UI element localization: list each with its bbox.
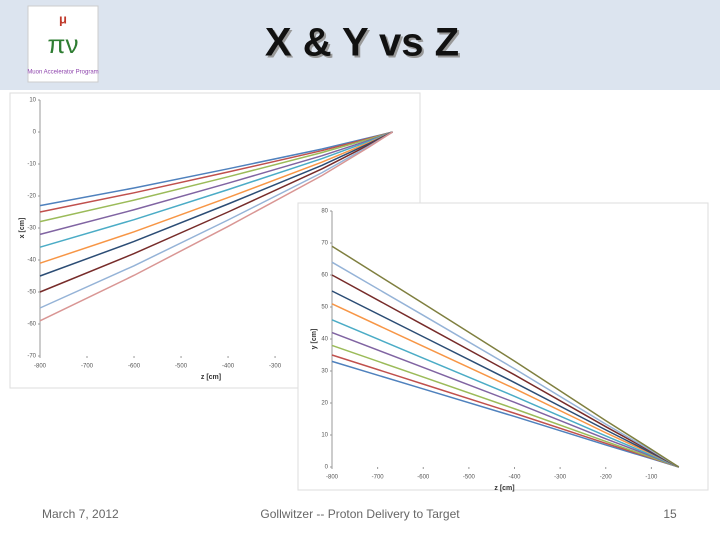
header-band	[0, 0, 720, 90]
series-line	[331, 319, 680, 468]
series-line	[331, 344, 679, 468]
series-line	[39, 131, 393, 277]
x-tick-label: -300	[554, 475, 567, 481]
y-tick-label: 10	[321, 433, 328, 439]
x-tick-label: -400	[222, 364, 235, 370]
x-tick-label: -700	[372, 475, 385, 481]
y-tick-label: -70	[27, 354, 36, 360]
series-line	[331, 290, 680, 468]
y-tick-label: 10	[29, 98, 36, 104]
y-tick-label: 30	[321, 369, 328, 375]
y-tick-label: 80	[321, 209, 328, 215]
logo	[27, 5, 99, 83]
logo-text: Muon Accelerator Program	[27, 70, 98, 76]
x-tick-label: -600	[417, 475, 430, 481]
x-tick-label: -200	[600, 475, 613, 481]
series-line	[39, 131, 394, 322]
x-tick-label: -500	[175, 364, 188, 370]
title: X & Y vs Z	[265, 21, 459, 65]
logo-mu: μ	[59, 11, 67, 26]
y-axis-label: x [cm]	[19, 218, 26, 239]
y-tick-label: -50	[27, 290, 36, 296]
logo-pi: πν	[48, 29, 79, 59]
x-tick-label: -700	[81, 364, 94, 370]
y-tick-label: 0	[33, 130, 37, 136]
x-tick-label: -800	[326, 475, 339, 481]
title-shadow: X & Y vs Z	[267, 23, 461, 67]
x-tick-label: -600	[128, 364, 141, 370]
series-line	[331, 261, 680, 468]
y-tick-label: -30	[27, 226, 36, 232]
y-tick-label: 0	[325, 465, 329, 471]
x-axis-label: z [cm]	[494, 485, 514, 492]
x-tick-label: -100	[645, 475, 658, 481]
series-line	[39, 131, 393, 223]
footer-page: 15	[663, 507, 677, 521]
x-tick-label: -500	[463, 475, 476, 481]
y-tick-label: 40	[321, 337, 328, 343]
series-line	[39, 131, 393, 248]
y-tick-label: -60	[27, 322, 36, 328]
y-tick-label: -10	[27, 162, 36, 168]
y-axis-label: y [cm]	[311, 329, 318, 350]
y-tick-label: 20	[321, 401, 328, 407]
y-tick-label: -40	[27, 258, 36, 264]
footer-center: Gollwitzer -- Proton Delivery to Target	[260, 507, 460, 521]
x-tick-label: -300	[269, 364, 282, 370]
y-tick-label: -20	[27, 194, 36, 200]
y-tick-label: 50	[321, 305, 328, 311]
series-line	[39, 131, 393, 293]
footer-date: March 7, 2012	[42, 507, 119, 521]
y-tick-label: 70	[321, 241, 328, 247]
y-tick-label: 60	[321, 273, 328, 279]
x-tick-label: -800	[34, 364, 47, 370]
x-axis-label: z [cm]	[201, 374, 221, 381]
series-line	[331, 245, 680, 468]
x-tick-label: -400	[508, 475, 521, 481]
